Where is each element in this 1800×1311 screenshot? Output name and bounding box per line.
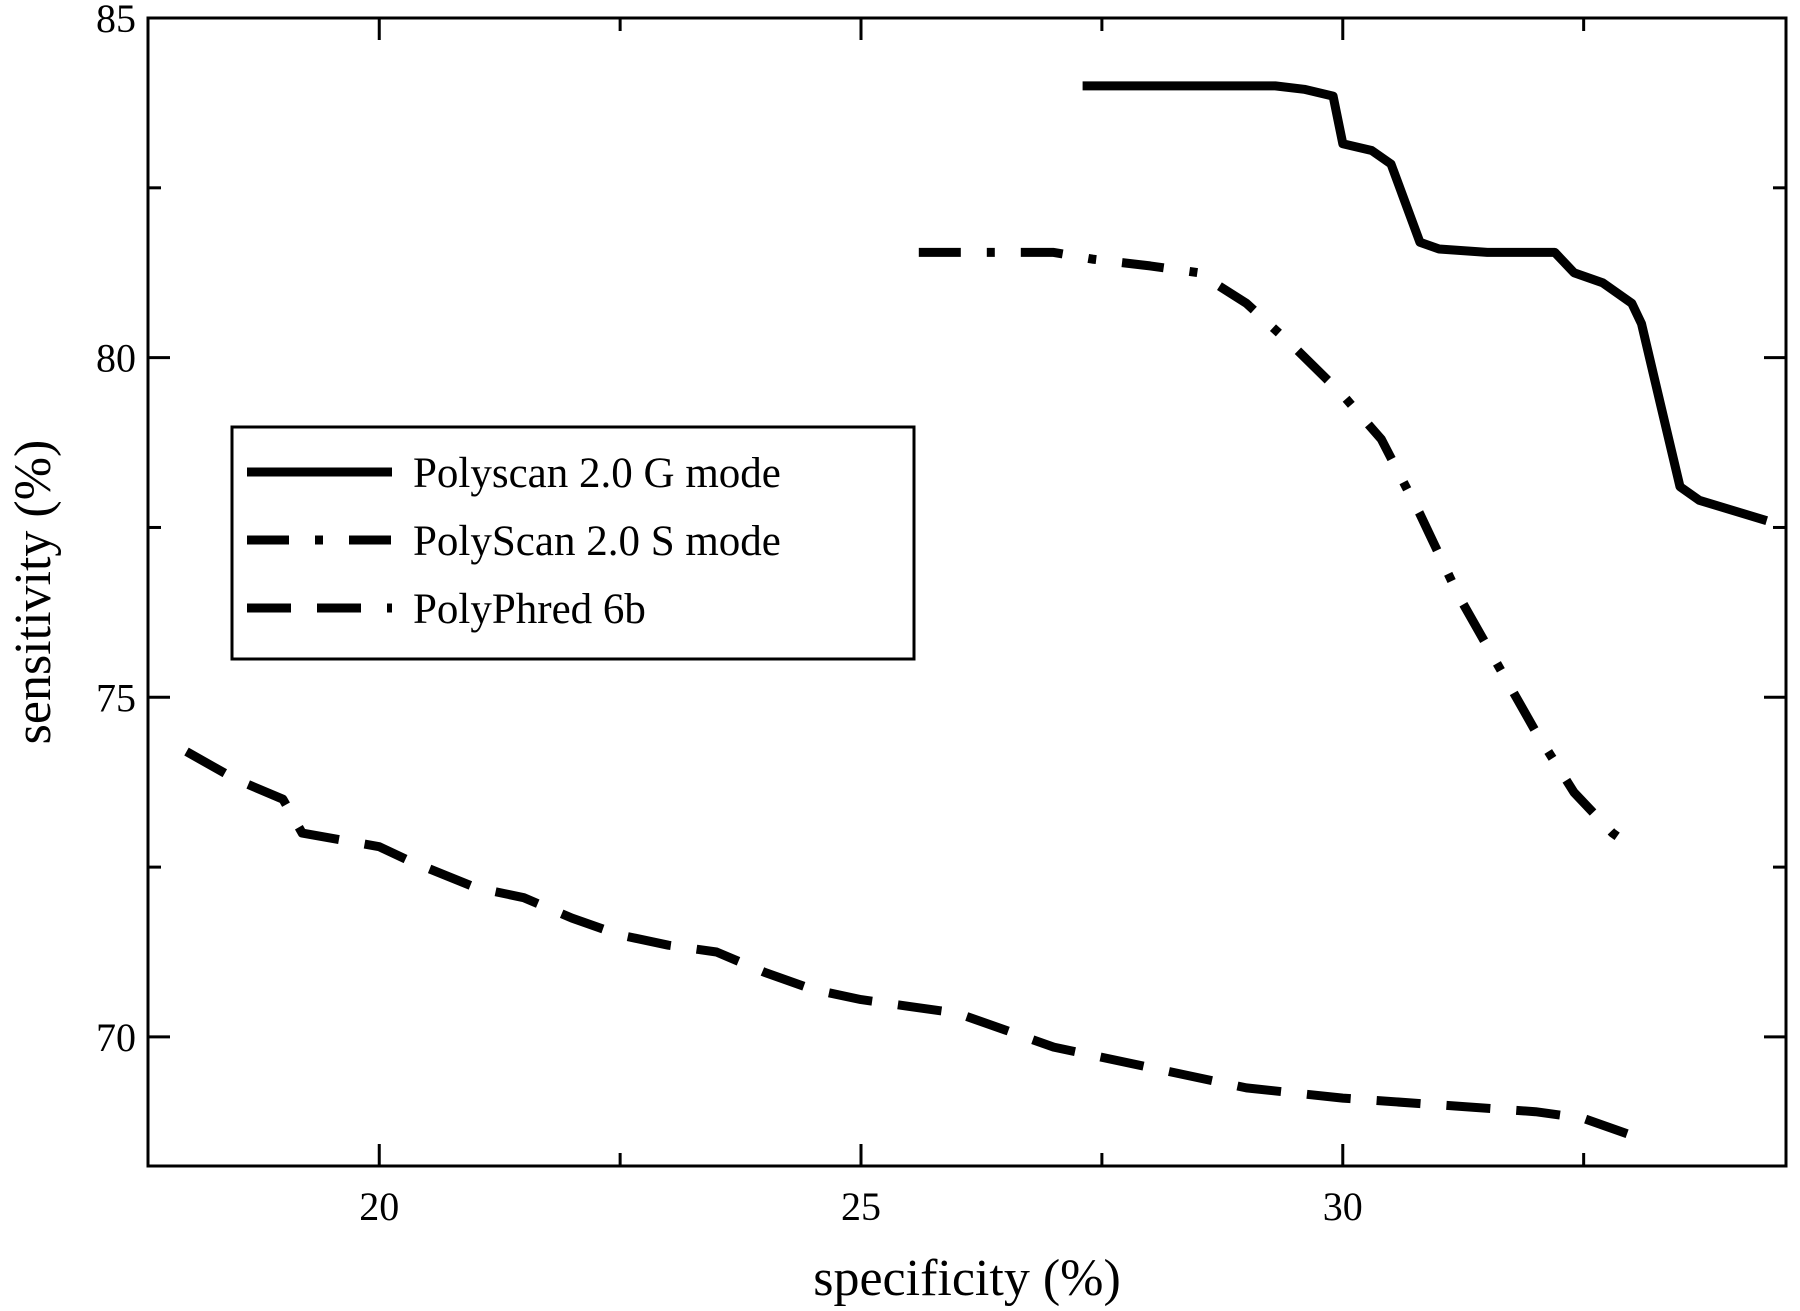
x-tick-label: 20 xyxy=(359,1184,399,1229)
y-tick-label: 85 xyxy=(96,0,136,41)
legend-label-3: PolyPhred 6b xyxy=(413,586,646,633)
legend-items: Polyscan 2.0 G mode PolyScan 2.0 S mode Po… xyxy=(247,450,781,633)
y-axis-label: sensitivity (%) xyxy=(5,440,62,745)
series-lines xyxy=(184,81,1769,1140)
legend-box xyxy=(230,425,916,661)
legend-label-2: PolyScan 2.0 S mode xyxy=(413,518,781,565)
axis-ticks xyxy=(148,16,1786,1166)
y-tick-label: 75 xyxy=(96,675,136,720)
tick-labels: 20 25 30 70 75 80 85 xyxy=(96,0,1363,1229)
x-tick-label: 25 xyxy=(841,1184,881,1229)
x-axis-label: specificity (%) xyxy=(813,1250,1121,1307)
plot-frame xyxy=(146,16,1788,1168)
series-line-3 xyxy=(184,747,1634,1140)
y-tick-label: 80 xyxy=(96,336,136,381)
series-line-1 xyxy=(1082,81,1769,526)
series-line-2 xyxy=(918,247,1635,851)
legend-label-1: Polyscan 2.0 G mode xyxy=(413,450,781,497)
x-tick-label: 30 xyxy=(1323,1184,1363,1229)
y-tick-label: 70 xyxy=(96,1015,136,1060)
legend: Polyscan 2.0 G mode PolyScan 2.0 S mode Po… xyxy=(230,425,916,661)
